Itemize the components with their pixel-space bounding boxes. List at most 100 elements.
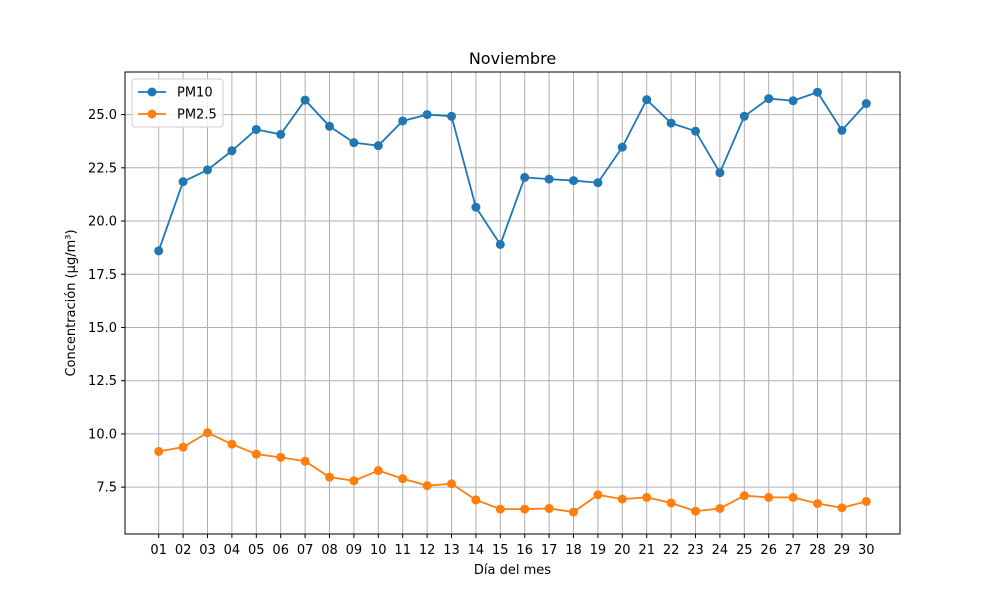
data-point-pm2-5 xyxy=(373,466,383,476)
data-point-pm2-5 xyxy=(520,504,530,514)
data-point-pm10 xyxy=(276,129,286,139)
plot-frame xyxy=(124,71,901,535)
data-point-pm2-5 xyxy=(544,503,554,513)
x-tick-label: 01 xyxy=(150,543,167,558)
data-point-pm10 xyxy=(495,239,505,249)
data-point-pm2-5 xyxy=(715,503,725,513)
data-point-pm2-5 xyxy=(300,456,310,466)
data-point-pm10 xyxy=(569,176,578,186)
x-tick-label: 12 xyxy=(419,543,436,558)
x-tick-label: 30 xyxy=(858,543,875,558)
data-point-pm10 xyxy=(837,125,847,135)
y-tick-label: 7.5 xyxy=(96,481,117,496)
data-point-pm2-5 xyxy=(813,499,822,509)
data-point-pm10 xyxy=(617,142,627,152)
x-tick-label: 23 xyxy=(687,543,704,558)
data-point-pm10 xyxy=(349,138,359,148)
x-tick-label: 28 xyxy=(809,543,826,558)
y-tick-label: 10.0 xyxy=(88,427,117,442)
legend-marker-pm2-5 xyxy=(147,109,157,119)
x-tick-label: 07 xyxy=(297,543,314,558)
x-tick-label: 26 xyxy=(760,543,777,558)
legend-label-pm2-5: PM2.5 xyxy=(177,108,217,123)
data-point-pm10 xyxy=(300,95,310,105)
series-pm2-5 xyxy=(154,428,871,517)
data-point-pm2-5 xyxy=(593,490,603,500)
x-tick-label: 15 xyxy=(492,543,509,558)
data-point-pm10 xyxy=(593,178,603,188)
data-point-pm2-5 xyxy=(788,492,798,502)
data-point-pm2-5 xyxy=(276,452,286,462)
y-tick-label: 22.5 xyxy=(88,161,117,176)
data-point-pm10 xyxy=(642,95,652,105)
x-axis: 01 02 03 04 05 06 07 08 09 10 11 12 13 14 15 16 17 18 19 20… xyxy=(150,534,875,558)
data-point-pm10 xyxy=(203,165,212,175)
data-point-pm10 xyxy=(422,110,432,120)
data-point-pm2-5 xyxy=(617,494,627,504)
x-tick-label: 04 xyxy=(224,543,241,558)
data-point-pm10 xyxy=(471,202,481,212)
data-point-pm10 xyxy=(788,96,798,106)
x-tick-label: 09 xyxy=(346,543,363,558)
data-point-pm10 xyxy=(520,172,530,182)
data-point-pm10 xyxy=(739,111,749,121)
data-point-pm2-5 xyxy=(422,481,432,491)
x-tick-label: 22 xyxy=(663,543,680,558)
x-tick-label: 21 xyxy=(638,543,655,558)
data-point-pm10 xyxy=(398,116,408,126)
x-tick-label: 08 xyxy=(321,543,338,558)
x-tick-label: 10 xyxy=(370,543,387,558)
x-tick-label: 29 xyxy=(834,543,851,558)
data-point-pm10 xyxy=(154,246,164,256)
x-tick-label: 03 xyxy=(199,543,216,558)
y-axis-label: Concentración (µg/m³) xyxy=(64,229,79,376)
legend: PM10 PM2.5 xyxy=(131,78,224,128)
data-point-pm10 xyxy=(251,124,261,134)
chart-title: Noviembre xyxy=(469,49,556,68)
data-point-pm10 xyxy=(666,118,676,128)
data-point-pm2-5 xyxy=(251,449,261,459)
data-point-pm2-5 xyxy=(349,476,359,486)
y-tick-label: 20.0 xyxy=(88,215,117,230)
data-point-pm10 xyxy=(813,87,822,97)
x-tick-label: 17 xyxy=(541,543,558,558)
y-tick-label: 25.0 xyxy=(88,108,117,123)
data-point-pm10 xyxy=(227,146,237,156)
data-point-pm10 xyxy=(325,121,334,131)
legend-label-pm10: PM10 xyxy=(177,86,213,101)
x-tick-label: 11 xyxy=(394,543,411,558)
series-pm10 xyxy=(154,87,871,256)
data-point-pm2-5 xyxy=(203,428,212,438)
x-tick-label: 13 xyxy=(443,543,460,558)
data-point-pm2-5 xyxy=(764,492,774,502)
data-point-pm2-5 xyxy=(861,496,871,506)
data-point-pm2-5 xyxy=(227,439,237,449)
data-point-pm2-5 xyxy=(691,506,700,516)
data-point-pm10 xyxy=(861,99,871,109)
data-point-pm2-5 xyxy=(398,474,408,484)
data-point-pm10 xyxy=(178,177,188,187)
y-tick-label: 12.5 xyxy=(88,374,117,389)
data-point-pm10 xyxy=(373,141,383,151)
x-tick-label: 27 xyxy=(785,543,802,558)
data-point-pm2-5 xyxy=(178,442,188,452)
data-point-pm2-5 xyxy=(666,498,676,508)
x-axis-label: Día del mes xyxy=(474,563,551,578)
x-tick-label: 19 xyxy=(590,543,607,558)
x-tick-label: 16 xyxy=(516,543,533,558)
x-tick-label: 05 xyxy=(248,543,265,558)
grid xyxy=(125,72,900,534)
y-axis: 7.5 10.0 12.5 15.0 17.5 20.0 22.5 25.0 xyxy=(88,108,125,496)
data-point-pm2-5 xyxy=(642,492,652,502)
data-point-pm10 xyxy=(715,168,725,178)
data-point-pm10 xyxy=(544,174,554,184)
y-tick-label: 15.0 xyxy=(88,321,117,336)
data-point-pm10 xyxy=(691,126,700,136)
series-layer xyxy=(154,87,871,517)
data-point-pm2-5 xyxy=(739,491,749,501)
legend-marker-pm10 xyxy=(147,87,157,97)
x-tick-label: 02 xyxy=(175,543,192,558)
x-tick-label: 14 xyxy=(468,543,485,558)
data-point-pm2-5 xyxy=(495,504,505,514)
